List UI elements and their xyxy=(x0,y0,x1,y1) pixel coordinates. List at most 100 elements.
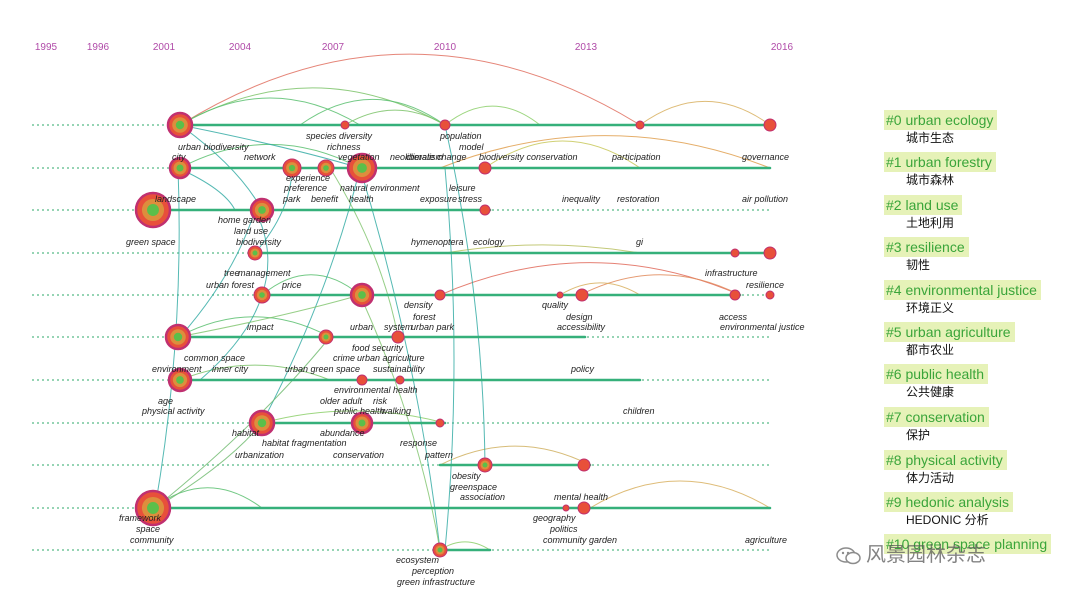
keyword-label: walking xyxy=(381,406,411,416)
year-label: 2004 xyxy=(229,42,252,53)
keyword-label: resilience xyxy=(746,280,784,290)
citation-link xyxy=(177,294,361,338)
keyword-label: model xyxy=(459,142,485,152)
year-label: 2001 xyxy=(153,42,176,53)
keyword-label: forest xyxy=(413,312,436,322)
keyword-label: agriculture xyxy=(745,535,787,545)
cluster-label-cn: HEDONIC 分析 xyxy=(906,513,989,527)
keyword-label: experience xyxy=(286,173,330,183)
citation-arc xyxy=(484,140,641,169)
keyword-node xyxy=(435,418,445,428)
keyword-node xyxy=(635,120,645,130)
cluster-label: #8 physical activity xyxy=(884,450,1007,470)
keyword-node xyxy=(395,375,405,385)
citation-arc xyxy=(261,274,361,296)
keyword-label: urban forest xyxy=(206,280,255,290)
citation-arc xyxy=(639,101,771,126)
keyword-label: network xyxy=(244,152,276,162)
keyword-label: quality xyxy=(542,300,569,310)
keyword-label: environmental justice xyxy=(720,322,805,332)
keyword-node-core xyxy=(437,547,443,553)
keyword-label: management xyxy=(238,268,291,278)
keyword-label: urban agriculture xyxy=(357,353,425,363)
keyword-label: system xyxy=(384,322,413,332)
keyword-label: stress xyxy=(458,194,483,204)
keyword-label: crime xyxy=(333,353,355,363)
keyword-label: design xyxy=(566,312,593,322)
keyword-label: green infrastructure xyxy=(397,577,475,587)
keyword-label: community garden xyxy=(543,535,617,545)
cluster-label-cn: 体力活动 xyxy=(906,471,955,485)
citation-arc xyxy=(299,99,446,126)
keyword-label: urban xyxy=(350,322,373,332)
citation-link xyxy=(359,167,441,551)
keyword-label: air pollution xyxy=(742,194,788,204)
wechat-icon xyxy=(836,546,861,564)
citation-arc xyxy=(439,135,771,169)
citation-arc xyxy=(444,105,541,126)
keyword-label: exposure xyxy=(420,194,457,204)
year-axis: 1995 1996 2001 2004 2007 2010 2013 2016 xyxy=(35,42,794,53)
keyword-node xyxy=(434,289,446,301)
cluster-label: #9 hedonic analysis xyxy=(884,492,1013,512)
keyword-label: biodiversity conservation xyxy=(479,152,578,162)
keyword-label: species diversity xyxy=(306,131,373,141)
keyword-label: older adult xyxy=(320,396,363,406)
legend-item: #10 green space planning xyxy=(884,534,1052,554)
keyword-label: inner city xyxy=(212,364,249,374)
keyword-node xyxy=(730,248,740,258)
keyword-label: risk xyxy=(373,396,387,406)
keyword-node-core xyxy=(257,418,267,428)
keyword-label: abundance xyxy=(320,428,365,438)
keyword-node xyxy=(340,120,350,130)
keyword-node-core xyxy=(252,250,258,256)
keyword-label: age xyxy=(158,396,173,406)
keyword-label: pattern xyxy=(424,450,453,460)
keyword-label: neoliberalism xyxy=(390,152,444,162)
cluster-label-cn: 都市农业 xyxy=(906,343,955,357)
keyword-node xyxy=(556,291,564,299)
citation-arc xyxy=(261,410,446,424)
keyword-node xyxy=(356,374,368,386)
cluster-label-cn: 韧性 xyxy=(906,258,931,272)
keyword-node-core xyxy=(358,419,366,427)
keyword-node-core xyxy=(175,120,185,130)
keyword-label: urban park xyxy=(411,322,455,332)
keyword-label: preference xyxy=(283,183,327,193)
keyword-label: conservation xyxy=(333,450,384,460)
keyword-label: ecology xyxy=(473,237,505,247)
keyword-label: governance xyxy=(742,152,789,162)
keyword-node-core xyxy=(173,332,183,342)
keyword-label: sustainability xyxy=(373,364,425,374)
keyword-label: natural environment xyxy=(340,183,420,193)
citation-arc xyxy=(589,480,771,509)
legend-item: #9 hedonic analysis HEDONIC 分析 xyxy=(884,492,1013,528)
keyword-label: community xyxy=(130,535,174,545)
citation-arc xyxy=(559,282,641,296)
cluster-label: #1 urban forestry xyxy=(884,152,996,172)
keyword-label: accessibility xyxy=(557,322,606,332)
keyword-label: mental health xyxy=(554,492,608,502)
keyword-label: geography xyxy=(533,513,576,523)
keyword-node-core xyxy=(358,291,366,299)
cluster-label: #0 urban ecology xyxy=(884,110,998,130)
keyword-label: climate change xyxy=(406,152,467,162)
keyword-label: children xyxy=(623,406,655,416)
year-label: 1995 xyxy=(35,42,58,53)
keyword-label: density xyxy=(404,300,433,310)
citation-link xyxy=(179,124,361,169)
keyword-node xyxy=(577,501,591,515)
keyword-label: association xyxy=(460,492,505,502)
keyword-node-core xyxy=(482,462,488,468)
keyword-label: policy xyxy=(570,364,595,374)
cluster-label-cn: 公共健康 xyxy=(906,385,955,399)
keyword-label: perception xyxy=(411,566,454,576)
keyword-label: environment xyxy=(152,364,202,374)
keyword-label: space xyxy=(136,524,160,534)
keyword-label: health xyxy=(349,194,374,204)
keyword-label: habitat xyxy=(232,428,260,438)
keyword-node xyxy=(479,204,491,216)
legend-item: #0 urban ecology 城市生态 xyxy=(884,110,998,146)
keyword-label: politics xyxy=(549,524,578,534)
